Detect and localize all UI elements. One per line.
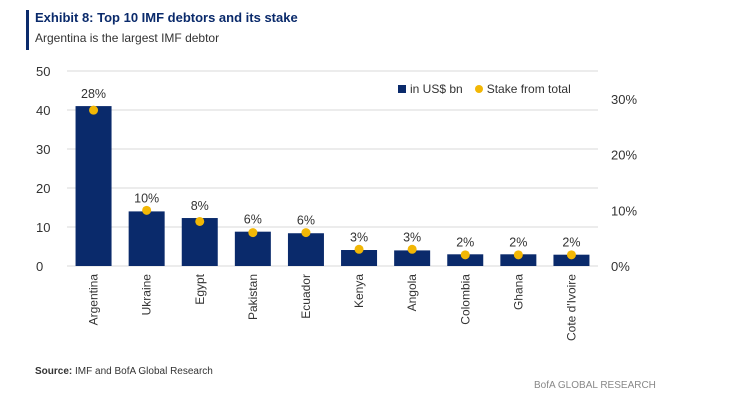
stake-label: 3%	[350, 230, 368, 244]
source-text: IMF and BofA Global Research	[75, 366, 213, 377]
bar	[553, 254, 590, 266]
stake-dot	[407, 244, 417, 254]
legend-dot-label: Stake from total	[486, 82, 571, 96]
stake-dot	[89, 105, 99, 115]
bar	[447, 254, 484, 266]
stake-dot	[460, 250, 470, 260]
x-tick-label: Ukraine	[140, 274, 154, 316]
x-tick-label: Cote d'Ivoire	[564, 274, 578, 341]
stake-label: 2%	[456, 235, 474, 249]
bar	[394, 250, 431, 266]
x-tick-label: Argentina	[87, 274, 101, 326]
y-tick-label: 0	[36, 259, 43, 274]
x-tick-label: Pakistan	[246, 274, 260, 320]
stake-dot	[566, 250, 576, 260]
stake-dot	[142, 205, 152, 215]
stake-dot	[195, 216, 205, 226]
source-label: Source:	[35, 366, 73, 377]
chart-subtitle: Argentina is the largest IMF debtor	[35, 31, 220, 45]
title-accent-bar	[26, 10, 29, 50]
y-tick-label: 50	[36, 64, 50, 79]
y2-tick-label: 30%	[611, 92, 637, 107]
stake-dot	[513, 250, 523, 260]
stake-label: 10%	[134, 191, 159, 205]
stake-dot	[301, 228, 311, 238]
y2-tick-label: 10%	[611, 203, 637, 218]
bar	[341, 250, 378, 266]
stake-dot	[248, 228, 258, 238]
x-tick-label: Colombia	[458, 274, 472, 325]
legend-dot-swatch	[474, 85, 483, 93]
bar	[75, 106, 112, 266]
stake-dot	[354, 244, 364, 254]
y-tick-label: 10	[36, 220, 50, 235]
y-tick-label: 20	[36, 181, 50, 196]
stake-label: 6%	[297, 214, 315, 228]
x-tick-label: Ghana	[511, 274, 525, 310]
y-tick-label: 40	[36, 103, 50, 118]
y2-tick-label: 0%	[611, 259, 630, 274]
x-tick-label: Kenya	[352, 274, 366, 308]
legend-bar-label: in US$ bn	[410, 82, 463, 96]
x-tick-label: Egypt	[193, 273, 207, 304]
stake-label: 2%	[509, 235, 527, 249]
bar	[287, 233, 324, 266]
stake-label: 28%	[81, 87, 106, 101]
legend-bar-swatch	[398, 85, 406, 93]
source-note: Source: IMF and BofA Global Research	[35, 366, 213, 377]
stake-label: 6%	[244, 213, 262, 227]
bar	[128, 211, 165, 266]
stake-label: 2%	[562, 236, 580, 250]
chart-legend: in US$ bn Stake from total	[398, 82, 571, 96]
bar	[234, 231, 271, 266]
bar	[500, 254, 537, 266]
x-tick-label: Ecuador	[299, 274, 313, 319]
chart-title: Exhibit 8: Top 10 IMF debtors and its st…	[35, 10, 298, 25]
x-tick-label: Angola	[405, 274, 419, 312]
stake-label: 8%	[191, 199, 209, 213]
stake-label: 3%	[403, 230, 421, 244]
research-credit: BofA GLOBAL RESEARCH	[534, 380, 656, 391]
y2-tick-label: 20%	[611, 148, 637, 163]
y-tick-label: 30	[36, 142, 50, 157]
bar	[181, 218, 218, 266]
